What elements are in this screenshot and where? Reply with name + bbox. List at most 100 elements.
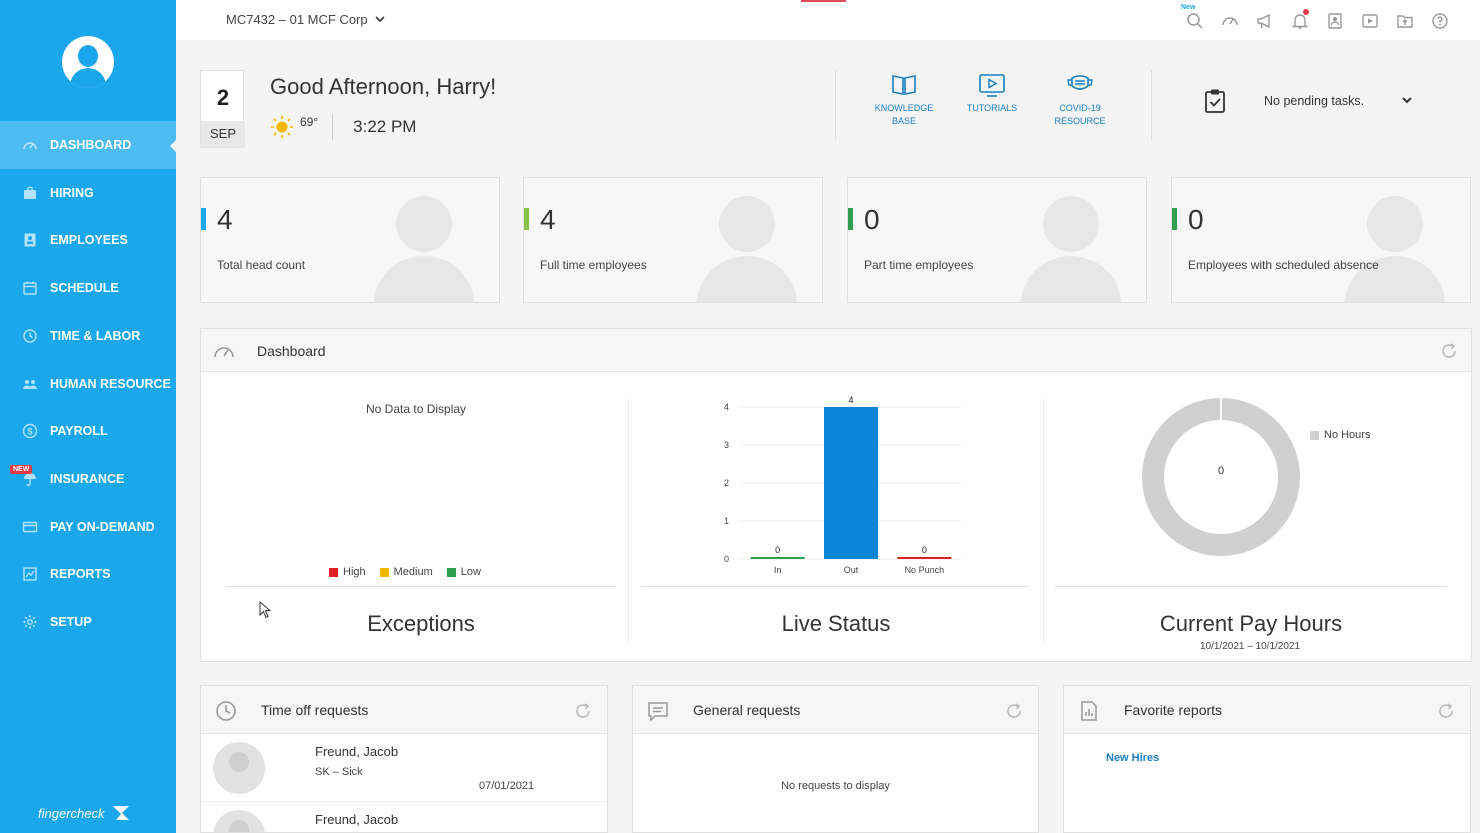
gauge-icon xyxy=(214,347,234,358)
date-tile: 2 SEP xyxy=(200,70,245,148)
sidebar-item-pay-on-demand[interactable]: PAY ON-DEMAND xyxy=(0,503,176,551)
folder-upload-icon[interactable] xyxy=(1395,11,1415,31)
stat-card[interactable]: 4 Full time employees xyxy=(523,177,823,303)
live-status-title: Live Status xyxy=(781,611,891,636)
donut-center-value: 0 xyxy=(1217,465,1225,477)
dashboard-panel: Dashboard No Data to Display High Medium… xyxy=(200,328,1472,662)
sidebar-item-payroll[interactable]: $ PAYROLL xyxy=(0,407,176,455)
favorites-refresh-icon[interactable] xyxy=(1436,701,1456,721)
brand-name: fingercheck xyxy=(38,805,105,821)
chevron-down-icon xyxy=(375,16,385,23)
message-icon xyxy=(648,702,668,722)
megaphone-icon[interactable] xyxy=(1255,11,1275,31)
time-off-request-row[interactable]: Freund, Jacob xyxy=(201,802,607,832)
search-icon[interactable] xyxy=(1185,11,1205,31)
stat-card[interactable]: 0 Part time employees xyxy=(847,177,1147,303)
video-icon xyxy=(979,74,1005,97)
stat-card[interactable]: 4 Total head count xyxy=(200,177,500,303)
sidebar-item-label: INSURANCE xyxy=(50,471,125,486)
y-tick-label: 4 xyxy=(724,402,729,412)
sidebar-item-setup[interactable]: SETUP xyxy=(0,598,176,646)
sidebar-item-label: DASHBOARD xyxy=(50,138,132,152)
sidebar-item-reports[interactable]: REPORTS xyxy=(0,550,176,598)
contact-card-icon[interactable] xyxy=(1325,11,1345,31)
fingercheck-logo-icon xyxy=(113,806,130,820)
temperature: 69° xyxy=(300,115,319,129)
umbrella-icon xyxy=(22,471,38,487)
gauge-icon[interactable] xyxy=(1220,11,1240,31)
general-refresh-icon[interactable] xyxy=(1004,701,1024,721)
time-off-request-row[interactable]: Freund, Jacob SK – Sick 07/01/2021 xyxy=(201,734,607,802)
sidebar-item-hiring[interactable]: HIRING xyxy=(0,169,176,217)
exceptions-legend: High Medium Low xyxy=(329,566,495,578)
y-tick-label: 2 xyxy=(724,478,729,488)
sidebar-item-label: SCHEDULE xyxy=(50,281,119,296)
sidebar-item-dashboard[interactable]: DASHBOARD xyxy=(0,121,177,169)
time-off-refresh-icon[interactable] xyxy=(573,701,593,721)
live-status-chart: 0 1 2 3 4 0 In 4 Out 0 No Punch xyxy=(724,395,961,575)
sidebar-item-time-labor[interactable]: TIME & LABOR xyxy=(0,312,176,360)
stat-value: 4 xyxy=(217,204,233,235)
play-video-icon[interactable] xyxy=(1360,11,1380,31)
company-name: MC7432 – 01 MCF Corp xyxy=(226,12,368,27)
sidebar-item-human-resource[interactable]: HUMAN RESOURCE xyxy=(0,360,176,408)
favorite-reports-title: Favorite reports xyxy=(1124,702,1223,718)
calendar-icon xyxy=(22,280,38,296)
sidebar-item-insurance[interactable]: INSURANCE xyxy=(0,455,176,503)
report-link-new-hires[interactable]: New Hires xyxy=(1106,752,1160,764)
id-card-icon xyxy=(22,232,38,248)
pending-tasks-text: No pending tasks. xyxy=(1264,94,1365,108)
x-tick-label: Out xyxy=(844,565,859,575)
notification-dot xyxy=(1303,9,1309,15)
mouse-cursor-icon xyxy=(259,601,271,619)
exceptions-title: Exceptions xyxy=(367,611,475,636)
user-avatar[interactable] xyxy=(62,36,114,88)
sidebar-item-employees[interactable]: EMPLOYEES xyxy=(0,216,176,264)
insurance-new-badge: NEW xyxy=(10,465,33,474)
knowledge-base-link[interactable]: KNOWLEDGE BASE xyxy=(864,72,944,128)
x-tick-label: In xyxy=(774,565,782,575)
company-selector[interactable]: MC7432 – 01 MCF Corp xyxy=(226,12,385,27)
bar-in xyxy=(750,557,805,559)
employee-avatar xyxy=(213,810,265,832)
clock-icon xyxy=(216,701,236,721)
pay-hours-legend: No Hours xyxy=(1310,429,1370,441)
bar-no-punch xyxy=(897,557,952,559)
general-requests-title: General requests xyxy=(693,702,801,718)
tutorials-link[interactable]: TUTORIALS xyxy=(952,72,1032,115)
dashboard-refresh-icon[interactable] xyxy=(1439,341,1459,361)
bell-icon[interactable] xyxy=(1290,9,1310,31)
sidebar-item-label: HIRING xyxy=(50,185,94,200)
people-icon xyxy=(22,376,38,392)
data-label: 0 xyxy=(775,545,780,555)
stat-accent-bar xyxy=(1172,208,1177,230)
legend-item-low: Low xyxy=(446,566,481,578)
help-icon[interactable] xyxy=(1430,11,1450,31)
covid-resource-link[interactable]: COVID-19 RESOURCE xyxy=(1040,72,1120,128)
sidebar-item-label: REPORTS xyxy=(50,567,111,582)
tutorials-label: TUTORIALS xyxy=(966,103,1018,113)
person-silhouette-icon xyxy=(1021,196,1121,302)
stat-card[interactable]: 0 Employees with scheduled absence xyxy=(1171,177,1471,303)
data-label: 0 xyxy=(922,545,927,555)
time-off-panel: Time off requests Freund, Jacob SK – Sic… xyxy=(200,685,608,833)
sidebar-item-schedule[interactable]: SCHEDULE xyxy=(0,264,176,312)
date-day: 2 xyxy=(216,85,230,110)
sidebar-item-label: HUMAN RESOURCE xyxy=(50,376,171,391)
pay-hours-title: Current Pay Hours xyxy=(1159,611,1343,636)
data-label: 4 xyxy=(848,395,853,405)
exceptions-no-data: No Data to Display xyxy=(366,402,467,416)
person-silhouette-icon xyxy=(697,196,797,302)
clipboard-check-icon xyxy=(1205,89,1225,113)
tasks-chevron-down-icon[interactable] xyxy=(1400,93,1414,107)
briefcase-icon xyxy=(22,185,38,201)
employee-name: Freund, Jacob xyxy=(315,744,399,759)
svg-text:$: $ xyxy=(27,427,32,437)
greeting-text: Good Afternoon, Harry! xyxy=(270,74,497,99)
weather-widget: 69° 3:22 PM xyxy=(270,114,416,140)
knowledge-base-label: KNOWLEDGE BASE xyxy=(874,103,934,126)
stat-value: 0 xyxy=(864,204,880,235)
person-silhouette-icon xyxy=(374,196,474,302)
stat-label: Part time employees xyxy=(864,258,974,272)
stat-accent-bar xyxy=(848,208,853,230)
